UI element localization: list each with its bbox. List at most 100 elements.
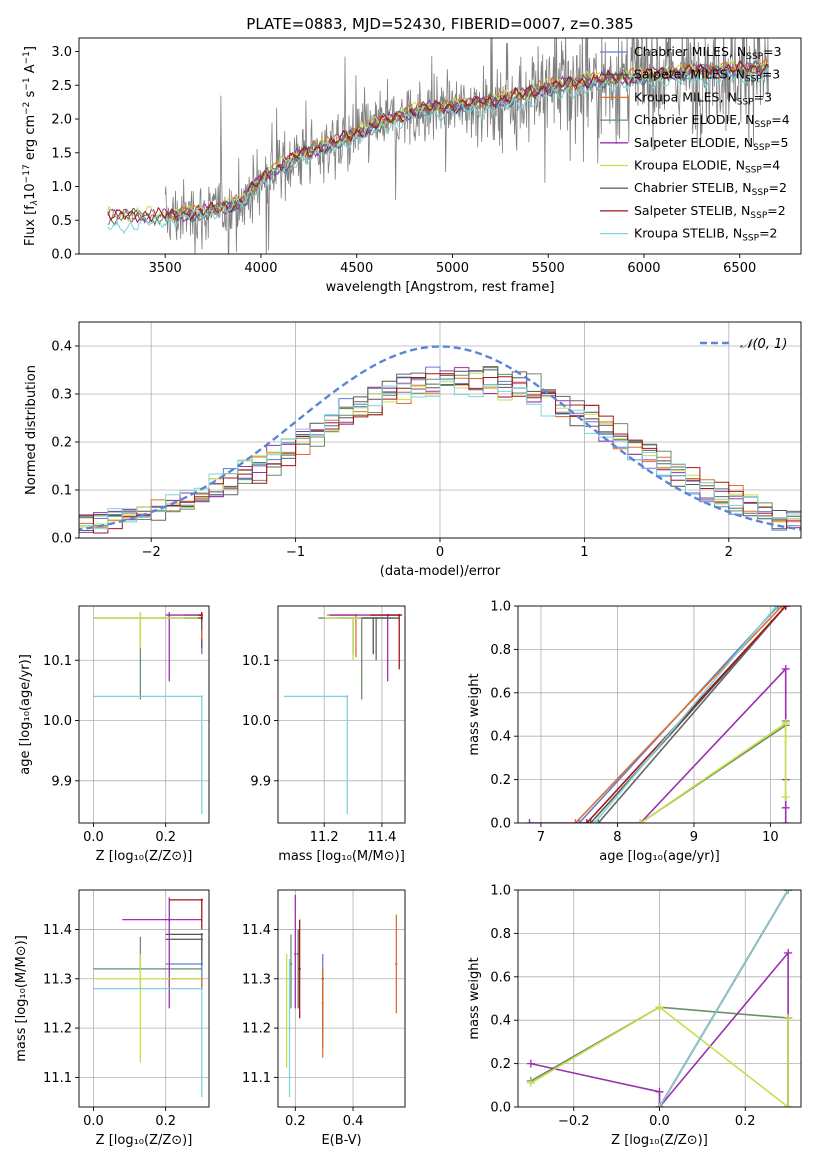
legend-tail: =4: [762, 158, 780, 173]
y-axis-label: mass weight: [467, 673, 482, 755]
y-tick-label: 0.2: [51, 436, 72, 451]
y-tick-label: 9.9: [250, 774, 271, 789]
plot-area: [79, 322, 801, 538]
y-tick-label: 0.0: [490, 1101, 511, 1116]
legend-sub: SSP: [754, 120, 771, 130]
legend-sub: SSP: [752, 188, 769, 198]
legend-tail: =3: [763, 44, 781, 59]
weight-marker: [781, 732, 790, 741]
panel-mass_vs_ebv: 0.2 0.4 11.1 11.2 11.3 11.4 E(B-V): [242, 889, 406, 1148]
weight-marker: [781, 803, 790, 812]
data-point: [168, 613, 171, 617]
weight-marker: [575, 819, 584, 823]
plot-area: [79, 606, 209, 823]
legend-tail: =4: [771, 112, 789, 127]
x-tick-label: 0.2: [155, 830, 176, 845]
weight-marker: [777, 606, 786, 610]
x-axis-label: mass [log₁₀(M/M⊙)]: [278, 849, 405, 864]
weight-line-kroupa-stelib: [593, 606, 778, 823]
histogram-kroupa-stelib: [79, 379, 801, 530]
legend-tail: =3: [754, 89, 772, 104]
data-point: [139, 616, 142, 620]
data-point: [200, 613, 203, 617]
legend-sub: SSP: [753, 143, 770, 153]
y-tick-label: 0.2: [490, 773, 511, 788]
data-point: [288, 1026, 291, 1030]
y-tick-label: 0.1: [51, 484, 72, 499]
y-axis-label-part: −1: [22, 51, 32, 64]
legend-label: Chabrier STELIB, N: [634, 180, 752, 195]
legend-sub: SSP: [746, 52, 763, 62]
panel-weight_vs_age: 7 8 9 10 0.0 0.2 0.4 0.6 0.8 1.0 age [log₁₀(age/yr…: [467, 600, 802, 864]
data-point: [351, 616, 355, 620]
weight-marker: [784, 948, 793, 957]
weight-marker: [781, 606, 790, 610]
x-tick-label: 2: [725, 545, 733, 560]
y-tick-label: 0.3: [51, 388, 72, 403]
data-point: [374, 616, 378, 620]
plot-area: [107, 38, 769, 254]
x-tick-label: −1: [286, 545, 305, 560]
y-tick-label: 0.6: [490, 686, 511, 701]
x-tick-label: 7: [537, 830, 545, 845]
weight-marker: [784, 1103, 793, 1107]
y-tick-label: 1.5: [51, 146, 72, 161]
y-tick-label: 1.0: [490, 884, 511, 899]
x-tick-label: 0: [436, 545, 444, 560]
weight-marker: [784, 890, 793, 894]
legend-sub: SSP: [737, 97, 754, 107]
x-axis-label: Z [log₁₀(Z/Z⊙)]: [611, 1133, 708, 1148]
data-point: [139, 977, 142, 980]
y-axis-label: Normed distribution: [24, 365, 39, 495]
legend-label: Salpeter STELIB, N: [634, 203, 750, 218]
y-tick-label: 10.1: [242, 654, 271, 669]
legend-tail: =5: [770, 135, 788, 150]
y-tick-label: 0.8: [490, 927, 511, 942]
legend-entry: Chabrier MILES, NSSP=3: [634, 44, 782, 62]
data-point: [395, 962, 398, 966]
axes-frame: [277, 605, 406, 824]
data-point: [168, 918, 171, 921]
x-tick-label: 1: [580, 545, 588, 560]
y-tick-label: 0.6: [490, 970, 511, 985]
weight-line-kroupa-elodie: [530, 1006, 789, 1107]
y-axis-label-part: −17: [22, 164, 32, 183]
x-tick-label: 0.2: [735, 1114, 756, 1129]
y-tick-label: 9.9: [51, 774, 72, 789]
weight-marker: [582, 819, 591, 823]
legend-sub: SSP: [750, 211, 767, 221]
legend-tail: =3: [762, 67, 780, 82]
x-tick-label: −0.2: [558, 1114, 590, 1129]
data-point: [289, 962, 293, 966]
axes-frame: [78, 605, 210, 824]
y-axis-label-part: λ: [30, 200, 40, 206]
panel-weight_vs_Z: −0.2 0.0 0.2 0.0 0.2 0.4 0.6 0.8 1.0 Z [log₁₀(Z/Z…: [467, 884, 802, 1148]
weight-marker: [655, 1103, 664, 1107]
x-tick-label: 5000: [436, 261, 469, 276]
legend-entry: Chabrier ELODIE, NSSP=4: [634, 112, 790, 130]
y-tick-label: 3.0: [51, 45, 72, 60]
legend-label: Kroupa STELIB, N: [634, 226, 742, 241]
x-tick-label: 11.2: [310, 830, 339, 845]
x-tick-label: 3500: [149, 261, 182, 276]
weight-line-chabrier-stelib: [597, 606, 787, 823]
legend-label: Chabrier ELODIE, N: [634, 112, 754, 127]
weight-line-kroupa-elodie: [639, 721, 787, 823]
x-axis-label: E(B-V): [321, 1133, 361, 1148]
legend-sub: SSP: [745, 75, 762, 85]
y-tick-label: 0.2: [490, 1057, 511, 1072]
y-tick-label: 0.4: [490, 730, 511, 745]
x-tick-label: −2: [142, 545, 161, 560]
y-axis-label-part: 10: [23, 183, 38, 200]
weight-marker: [781, 664, 790, 673]
legend-entry: Kroupa STELIB, NSSP=2: [634, 226, 778, 244]
legend-sub: SSP: [745, 166, 762, 176]
y-tick-label: 2.0: [51, 113, 72, 128]
model-spectrum-kroupa-stelib: [107, 68, 769, 235]
y-axis-label-part: erg cm: [23, 115, 38, 164]
y-tick-label: 11.3: [43, 972, 72, 987]
x-tick-label: 11.4: [367, 830, 396, 845]
x-tick-label: 6000: [627, 261, 660, 276]
x-tick-label: 0.2: [285, 1114, 306, 1129]
